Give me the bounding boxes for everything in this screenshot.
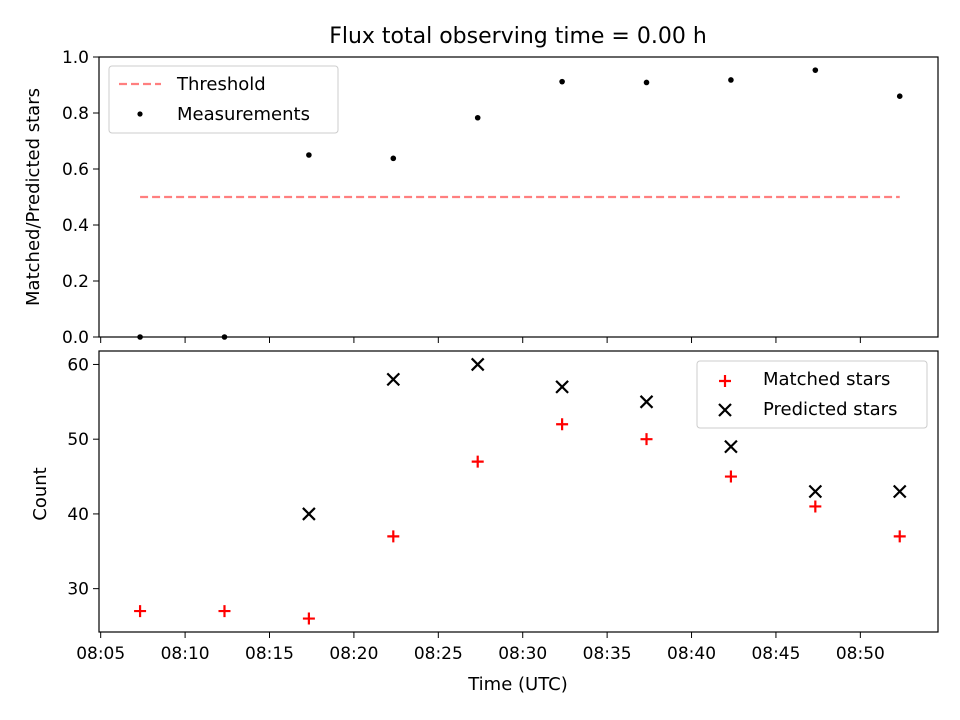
measurements-legend-swatch [137,111,143,117]
count-y-axis: 30 40 50 60 [67,355,99,600]
predicted-stars-point [470,357,485,372]
ratio-x-axis [100,337,861,343]
y-tick-label: 30 [67,580,89,600]
predicted-stars-point [892,484,907,499]
x-tick-label: 08:40 [667,644,716,664]
chart-title: Flux total observing time = 0.00 h [329,24,707,49]
matched-stars-point [893,530,906,543]
predicted-stars-point [302,507,316,521]
legend-frame [696,360,928,429]
matched-stars-point [302,612,315,625]
ratio-y-axis-label: Matched/Predicted stars [23,88,44,306]
count-legend: Matched stars Predicted stars [696,360,928,429]
measurement-point [474,114,481,121]
legend-frame [108,65,339,134]
y-tick-label: 0.0 [62,328,89,348]
x-tick-label: 08:10 [161,644,210,664]
predicted-stars-point [386,372,401,387]
ratio-marks [137,67,903,340]
x-tick-label: 08:30 [498,644,547,664]
x-axis-label: Time (UTC) [467,674,568,695]
count-plot-frame [98,350,939,633]
predicted-stars-point [555,380,569,394]
ratio-panel: 0.0 0.2 0.4 0.6 0.8 1.0 Matched/Predicted sta… [23,48,939,348]
matched-stars-point [218,605,231,618]
predicted-stars-point [639,395,654,409]
measurement-point [812,67,819,73]
ratio-legend: Threshold Measurements [108,65,339,134]
matched-legend-label: Matched stars [763,369,890,390]
count-marks [134,357,907,625]
matched-stars-point [809,500,822,513]
ratio-plot-frame [98,56,939,338]
x-tick-label: 08:15 [245,644,294,664]
predicted-legend-label: Predicted stars [763,399,897,420]
measurement-point [896,93,903,99]
matched-stars-point [724,470,737,483]
x-tick-label: 08:05 [76,644,125,664]
y-tick-label: 0.4 [62,216,89,236]
x-tick-label: 08:50 [836,644,885,664]
measurement-point [306,152,312,158]
matched-stars-point [556,418,569,431]
y-tick-label: 1.0 [62,48,89,68]
x-tick-label: 08:35 [583,644,632,664]
y-tick-label: 0.2 [62,272,89,292]
x-tick-label: 08:45 [751,644,800,664]
y-tick-label: 60 [67,355,89,375]
y-tick-label: 50 [67,430,89,450]
ratio-y-axis: 0.0 0.2 0.4 0.6 0.8 1.0 [62,48,99,348]
measurements-legend-label: Measurements [177,104,310,125]
predicted-stars-point [724,439,738,454]
matched-stars-point [134,605,147,618]
matched-stars-point [387,530,400,543]
measurement-point [728,77,734,83]
count-y-axis-label: Count [30,467,51,520]
measurement-point [643,79,650,86]
y-tick-label: 40 [67,505,89,525]
measurement-point [559,78,565,85]
count-x-axis: 08:05 08:10 08:15 08:20 08:25 08:30 08:35 08:40… [76,632,885,664]
predicted-stars-point [808,484,823,499]
y-tick-label: 0.6 [62,160,89,180]
y-tick-label: 0.8 [62,104,89,124]
x-tick-label: 08:25 [414,644,463,664]
matched-stars-point [640,433,653,446]
threshold-legend-label: Threshold [176,74,266,95]
measurement-point [390,155,397,162]
x-tick-label: 08:20 [329,644,378,664]
matched-stars-point [471,455,484,468]
predicted-legend-swatch [718,403,732,417]
matched-legend-swatch [719,375,731,387]
